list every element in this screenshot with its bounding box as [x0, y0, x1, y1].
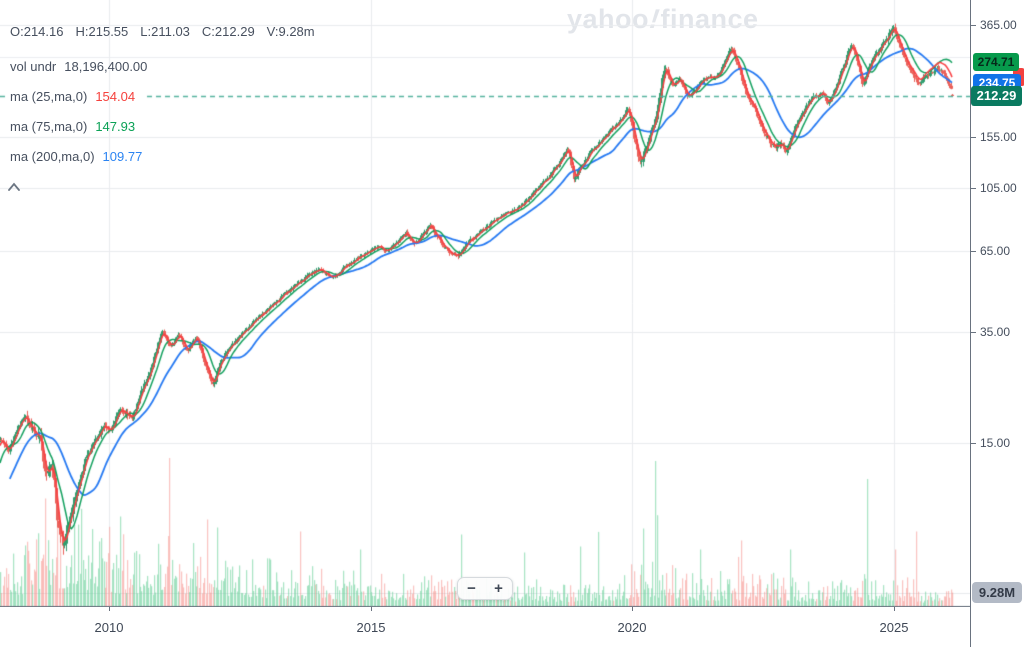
- zoom-controls: − +: [457, 577, 513, 600]
- year-tick-mark: [109, 607, 110, 611]
- open-value: O:214.16: [10, 24, 64, 39]
- year-tick-mark: [632, 607, 633, 611]
- volume-indicator-value: 18,196,400.00: [64, 59, 148, 74]
- low-value: L:211.03: [140, 24, 190, 39]
- price-tick-mark: [971, 25, 976, 26]
- legend-collapse-chevron-up-icon[interactable]: [7, 179, 23, 191]
- ma25-value: 154.04: [95, 89, 136, 104]
- zoom-in-button[interactable]: +: [494, 580, 503, 597]
- ma75-price-badge: 274.71: [973, 53, 1019, 71]
- year-label: 2025: [879, 620, 909, 635]
- ma25-label: ma (25,ma,0): [10, 89, 88, 104]
- ma75-value: 147.93: [95, 119, 136, 134]
- ma75-label: ma (75,ma,0): [10, 119, 88, 134]
- ma75-indicator-row[interactable]: ma (75,ma,0) 147.93: [10, 119, 147, 135]
- close-value: C:212.29: [201, 24, 255, 39]
- price-tick-mark: [971, 251, 976, 252]
- volume-value: V:9.28m: [266, 24, 315, 39]
- price-tick-label: 35.00: [980, 325, 1011, 339]
- price-tick-label: 365.00: [980, 18, 1017, 32]
- ma200-value: 109.77: [102, 149, 143, 164]
- price-axis[interactable]: 365.00 155.00 105.00 65.00 35.00 15.00 2…: [970, 0, 1024, 647]
- last-price-badge: 212.29: [971, 86, 1022, 106]
- price-tick-label: 105.00: [980, 181, 1017, 195]
- ma200-indicator-row[interactable]: ma (200,ma,0) 109.77: [10, 149, 154, 165]
- ma200-label: ma (200,ma,0): [10, 149, 95, 164]
- ma25-indicator-row[interactable]: ma (25,ma,0) 154.04: [10, 89, 147, 105]
- price-tick-mark: [971, 137, 976, 138]
- zoom-out-button[interactable]: −: [467, 580, 476, 597]
- price-tick-label: 65.00: [980, 244, 1011, 258]
- volume-indicator-label: vol undr: [10, 59, 57, 74]
- year-label: 2020: [617, 620, 647, 635]
- current-volume-badge: 9.28M: [972, 582, 1022, 603]
- price-tick-mark: [971, 332, 976, 333]
- price-chart-canvas[interactable]: [0, 0, 970, 607]
- volume-indicator-row[interactable]: vol undr 18,196,400.00: [10, 59, 159, 75]
- year-tick-mark: [371, 607, 372, 611]
- year-label: 2015: [356, 620, 386, 635]
- price-tick-mark: [971, 188, 976, 189]
- price-tick-label: 155.00: [980, 130, 1017, 144]
- high-value: H:215.55: [75, 24, 129, 39]
- year-tick-mark: [894, 607, 895, 611]
- price-tick-label: 15.00: [980, 436, 1011, 450]
- ohlc-legend-row: O:214.16 H:215.55 L:211.03 C:212.29 V:9.28m: [10, 24, 327, 40]
- year-label: 2010: [94, 620, 124, 635]
- price-tick-mark: [971, 443, 976, 444]
